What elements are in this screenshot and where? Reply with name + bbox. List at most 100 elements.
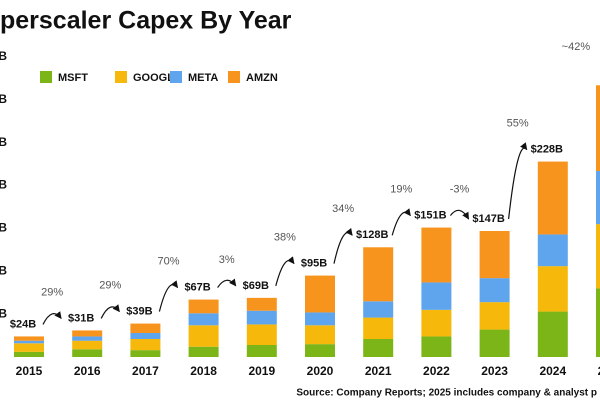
- growth-arrow: [391, 208, 411, 236]
- bar-segment: [596, 85, 600, 171]
- bar-segment: [305, 275, 335, 313]
- growth-label: 19%: [390, 183, 412, 195]
- growth-arrow: [508, 142, 528, 220]
- growth-label: 55%: [507, 117, 529, 129]
- legend-swatch: [170, 71, 182, 83]
- y-tick-label: $50B: [0, 306, 7, 320]
- bar-segment: [421, 336, 452, 357]
- x-tick-label: 2019: [248, 364, 275, 378]
- bar-segment: [130, 339, 161, 351]
- bar-segment: [537, 311, 568, 357]
- x-tick-label: 2020: [307, 364, 334, 378]
- bar-segment: [363, 247, 394, 302]
- bar-segment: [14, 340, 44, 344]
- bar-segment: [363, 317, 394, 339]
- bar-segment: [72, 340, 103, 350]
- bar-segment: [363, 301, 394, 318]
- bar-segment: [479, 302, 510, 330]
- x-tick-label: 2016: [74, 364, 101, 378]
- bar-segment: [14, 336, 44, 341]
- growth-label: 29%: [99, 279, 121, 291]
- growth-arrow: [158, 280, 179, 312]
- bar-segment: [188, 299, 219, 314]
- growth-arrow: [42, 311, 62, 325]
- x-tick-label: 2021: [365, 364, 392, 378]
- total-label: $67B: [184, 281, 210, 293]
- growth-label: 38%: [274, 231, 296, 243]
- bar-segment: [596, 224, 600, 289]
- total-label: $39B: [126, 305, 152, 317]
- legend-swatch: [228, 71, 240, 83]
- legend-label: GOOGL: [133, 72, 174, 84]
- legend-swatch: [40, 71, 52, 83]
- growth-label: 3%: [219, 254, 235, 266]
- bar-segment: [596, 288, 600, 357]
- bar-segment: [130, 333, 161, 339]
- growth-label: 70%: [157, 255, 179, 267]
- bar-segment: [246, 310, 277, 325]
- x-tick-label: 2023: [481, 364, 508, 378]
- growth-arrow: [100, 304, 120, 319]
- total-label: $147B: [472, 213, 504, 225]
- bar-segment: [188, 313, 219, 326]
- x-tick-label: 2017: [132, 364, 159, 378]
- x-tick-label: 2018: [190, 364, 217, 378]
- bar-segment: [72, 349, 103, 357]
- x-tick-label: 2024: [539, 364, 566, 378]
- y-tick-label: $350B: [0, 49, 7, 63]
- growth-label: 34%: [332, 203, 354, 215]
- bar-segment: [246, 345, 277, 357]
- growth-label: -3%: [450, 183, 470, 195]
- bar-segment: [14, 343, 44, 352]
- bar-segment: [305, 325, 335, 345]
- bar-segment: [305, 312, 335, 326]
- bar-segment: [537, 161, 568, 235]
- total-label: $24B: [10, 318, 36, 330]
- bar-segment: [130, 323, 161, 333]
- total-label: $151B: [414, 209, 446, 221]
- bar-segment: [421, 227, 452, 283]
- bar-segment: [14, 351, 44, 357]
- legend-label: MSFT: [58, 72, 88, 84]
- total-label: $228B: [531, 143, 563, 155]
- growth-label: 29%: [41, 286, 63, 298]
- bar-segment: [537, 234, 568, 267]
- bar-segment: [72, 330, 103, 337]
- bar-segment: [246, 324, 277, 345]
- growth-arrow: [333, 227, 353, 264]
- total-label: $69B: [243, 280, 269, 292]
- y-tick-label: $250B: [0, 135, 7, 149]
- bar-segment: [246, 297, 277, 311]
- growth-label: ~42%: [562, 41, 591, 53]
- y-tick-label: $150B: [0, 221, 7, 235]
- legend-label: AMZN: [246, 72, 278, 84]
- legend-label: META: [188, 72, 218, 84]
- total-label: $128B: [356, 229, 388, 241]
- bar-segment: [188, 325, 219, 347]
- y-tick-label: $200B: [0, 178, 7, 192]
- bar-segment: [479, 278, 510, 303]
- bar-segment: [596, 171, 600, 225]
- bar-segment: [130, 350, 161, 357]
- bar-segment: [72, 336, 103, 341]
- total-label: $95B: [301, 257, 327, 269]
- y-tick-label: $100B: [0, 263, 7, 277]
- source-note: Source: Company Reports; 2025 includes c…: [296, 388, 597, 399]
- bar-segment: [188, 346, 219, 357]
- bar-segment: [479, 231, 510, 279]
- legend-swatch: [115, 71, 127, 83]
- bar-segment: [421, 309, 452, 337]
- growth-arrow: [275, 256, 295, 287]
- bar-segment: [421, 282, 452, 310]
- x-tick-label: 2022: [423, 364, 450, 378]
- bar-segment: [537, 266, 568, 312]
- bar-segment: [305, 344, 335, 357]
- y-tick-label: $300B: [0, 92, 7, 106]
- growth-arrow: [449, 209, 470, 220]
- total-label: $31B: [68, 312, 94, 324]
- chart-title: perscaler Capex By Year: [0, 7, 292, 35]
- x-tick-label: 2025: [598, 364, 600, 378]
- bar-segment: [479, 329, 510, 357]
